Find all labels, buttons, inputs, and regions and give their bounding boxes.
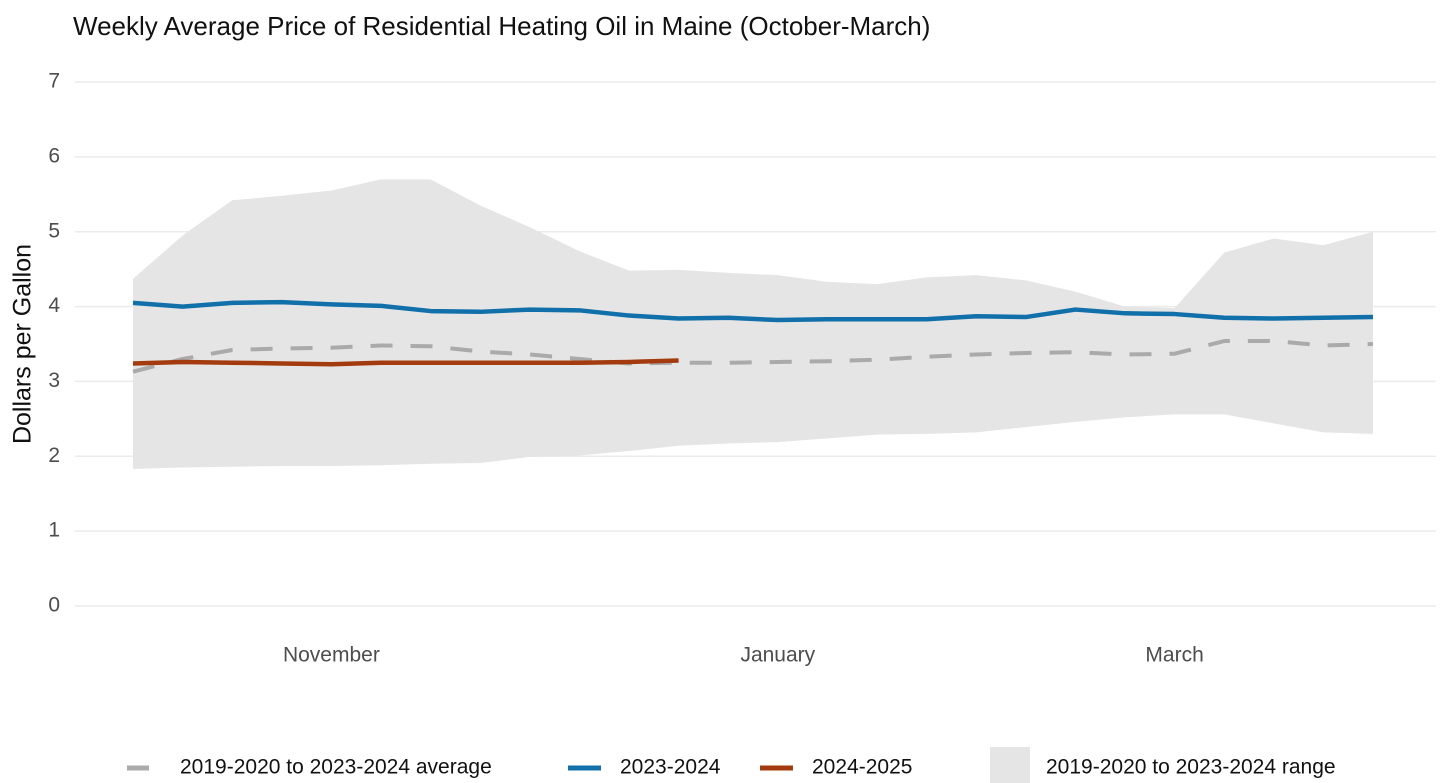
y-tick-label: 1 — [48, 519, 60, 542]
y-tick-label: 2 — [48, 444, 60, 467]
x-tick-label: March — [1145, 644, 1203, 667]
y-tick-label: 3 — [48, 369, 60, 392]
legend-swatch — [990, 747, 1030, 783]
y-axis-label: Dollars per Gallon — [9, 244, 37, 444]
legend-label: 2024-2025 — [812, 756, 912, 779]
legend-label: 2023-2024 — [620, 756, 721, 779]
y-tick-label: 0 — [48, 594, 60, 617]
chart-title: Weekly Average Price of Residential Heat… — [73, 11, 930, 41]
range-area — [133, 179, 1373, 470]
series-line — [132, 299, 1374, 323]
y-tick-label: 6 — [48, 144, 60, 167]
series-line — [132, 339, 1374, 374]
x-tick-label: January — [740, 644, 815, 667]
series-line — [132, 358, 679, 367]
y-tick-label: 5 — [48, 219, 60, 242]
legend-label: 2019-2020 to 2023-2024 average — [180, 756, 492, 779]
y-tick-label: 7 — [48, 70, 60, 93]
y-tick-label: 4 — [48, 294, 60, 317]
legend-label: 2019-2020 to 2023-2024 range — [1046, 756, 1336, 779]
x-tick-label: November — [283, 644, 380, 667]
